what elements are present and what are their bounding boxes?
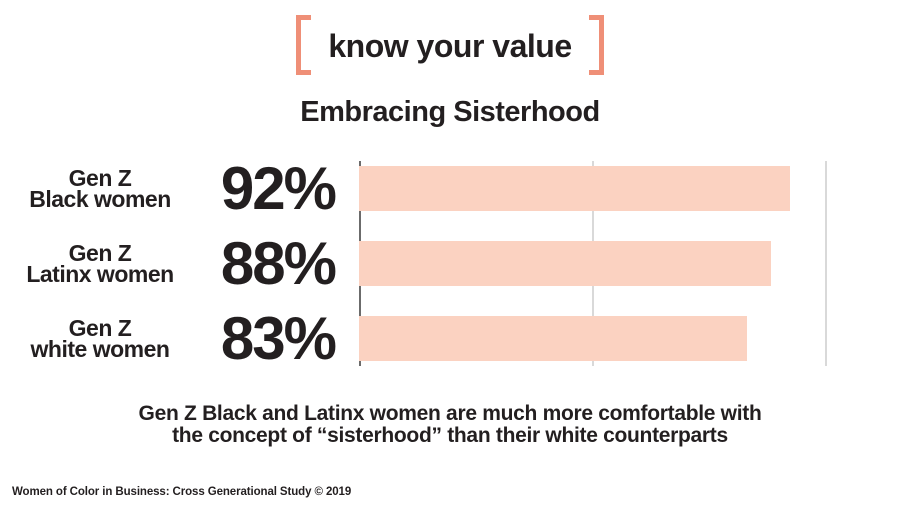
category-label-line2: white women [30,335,170,362]
logo-text: know your value [328,27,572,64]
category-label: Gen Z Latinx women [0,239,192,287]
chart-caption: Gen Z Black and Latinx women are much mo… [0,403,900,447]
bar-track [359,241,827,286]
category-label-line2: Black women [29,185,171,212]
bar-row-black-women: Gen Z Black women 92% [0,155,900,222]
right-bracket-icon [588,15,604,75]
source-attribution: Women of Color in Business: Cross Genera… [12,486,352,498]
value-label: 83% [220,305,337,372]
bar-row-white-women: Gen Z white women 83% [0,305,900,372]
caption-line1: Gen Z Black and Latinx women are much mo… [138,402,762,425]
bar-chart: Gen Z Black women 92% Gen Z Latinx women… [0,155,900,372]
category-label: Gen Z Black women [0,164,192,212]
chart-rows: Gen Z Black women 92% Gen Z Latinx women… [0,155,900,372]
value-label: 88% [220,230,337,297]
left-bracket-icon [296,15,312,75]
bar-row-latinx-women: Gen Z Latinx women 88% [0,230,900,297]
gridline-100pct [825,161,827,366]
bar-track [359,166,827,211]
bar-latinx-women [359,241,771,286]
category-label-line2: Latinx women [26,260,174,287]
value-label: 92% [220,155,337,222]
category-label-line1: Gen Z [68,314,132,341]
category-label-line1: Gen Z [68,239,132,266]
bar-track [359,316,827,361]
category-label: Gen Z white women [0,314,192,362]
caption-line2: the concept of “sisterhood” than their w… [172,424,728,447]
bar-black-women [359,166,790,211]
chart-title: Embracing Sisterhood [300,96,600,128]
bar-white-women [359,316,748,361]
category-label-line1: Gen Z [68,164,132,191]
know-your-value-logo: know your value [0,14,900,76]
